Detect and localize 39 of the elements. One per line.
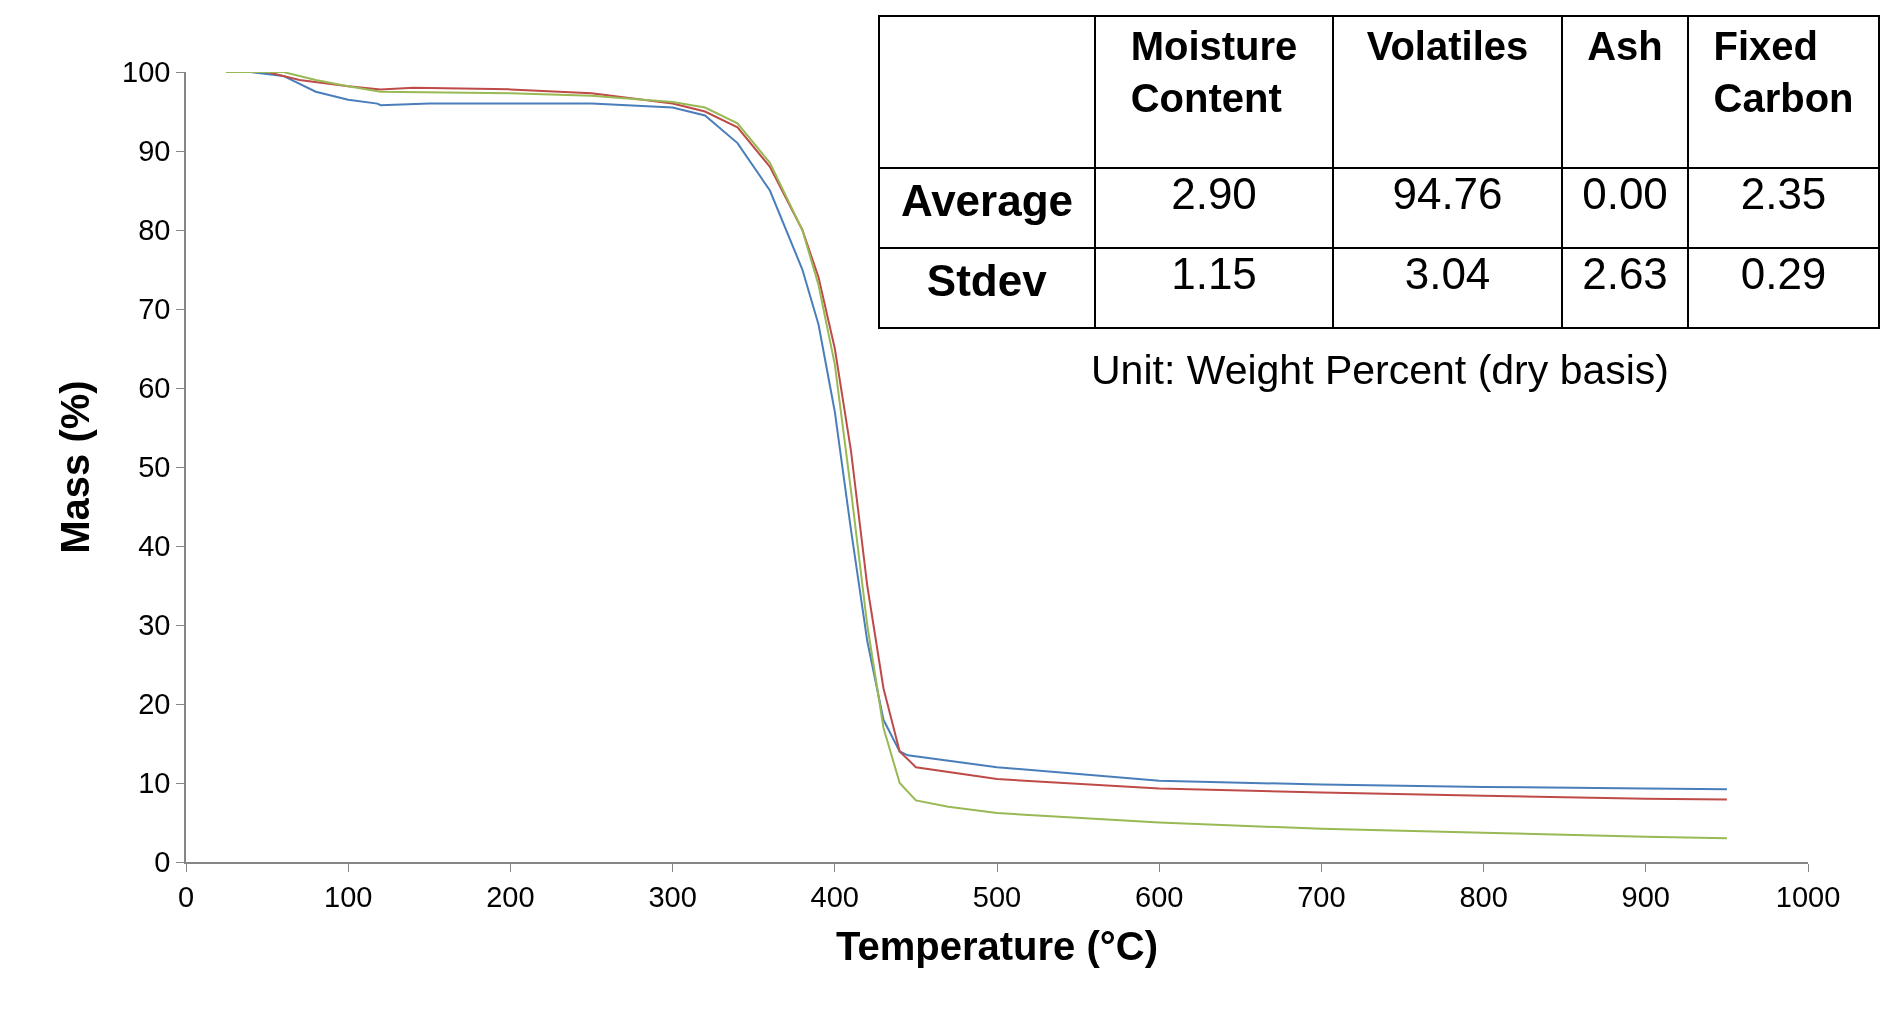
x-axis-title: Temperature (°C) [836,923,1158,968]
x-tick-label: 900 [1621,880,1670,913]
x-tick-label: 400 [810,880,859,913]
y-tick-label: 10 [138,767,171,800]
y-tick-label: 80 [138,214,171,247]
x-tick-label: 600 [1135,880,1184,913]
x-tick-label: 0 [177,880,195,913]
x-tick-label: 500 [972,880,1022,913]
y-tick-label: 100 [122,56,171,89]
y-tick-label: 70 [138,293,171,326]
text: 2.63 [1582,249,1668,298]
x-tick-label: 300 [648,880,697,913]
category-label: Volatiles [1366,24,1529,68]
x-tick-label: 800 [1459,880,1508,913]
text: 0.29 [1740,249,1827,298]
category-label: Average [900,176,1074,225]
text: 3.04 [1404,249,1491,298]
y-tick-label: 60 [138,372,171,405]
category-label: Fixed Carbon [1713,24,1854,120]
category-label: Stdev [926,256,1047,305]
y-tick-label: 50 [138,451,171,484]
annotation: Unit: Weight Percent (dry basis) [1091,347,1670,393]
text: 0.00 [1582,169,1668,218]
y-axis-title: Mass (%) [53,380,98,554]
text: 2.35 [1740,169,1827,218]
category-label: Ash [1587,24,1663,68]
y-tick-label: 0 [154,846,171,879]
x-tick-label: 1000 [1775,880,1841,913]
text: 1.15 [1171,249,1257,298]
text: 94.76 [1392,169,1503,218]
x-tick-label: 100 [324,880,373,913]
x-tick-label: 700 [1297,880,1346,913]
y-tick-label: 40 [138,530,171,563]
text: 2.90 [1171,169,1257,218]
x-tick-label: 200 [486,880,535,913]
y-tick-label: 20 [138,688,171,721]
y-tick-label: 30 [138,609,171,642]
category-label: Moisture Content [1130,24,1298,120]
y-tick-label: 90 [138,135,171,168]
